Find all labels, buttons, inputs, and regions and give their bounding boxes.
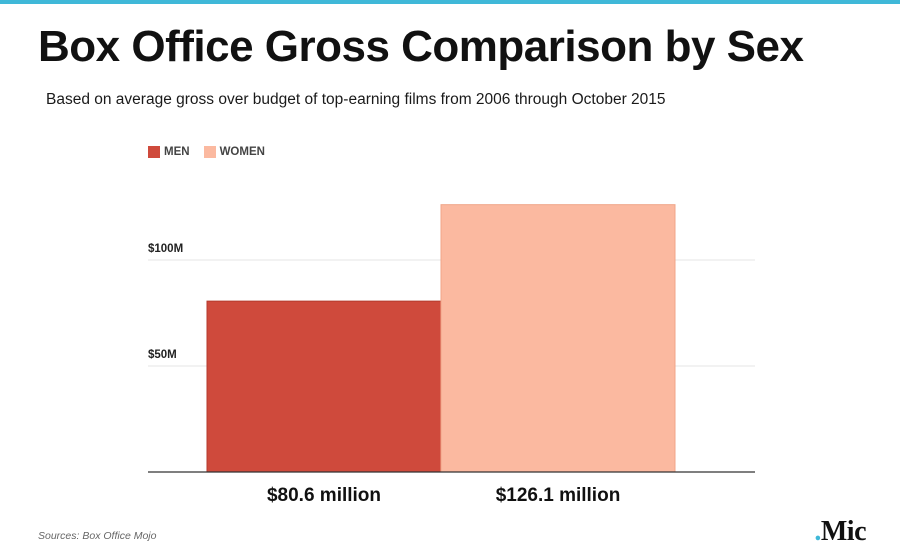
value-label-women: $126.1 million <box>496 485 621 506</box>
bar-men <box>206 300 442 473</box>
y-tick-label: $100M <box>148 243 183 255</box>
legend-swatch-men <box>148 146 160 158</box>
y-tick-label: $50M <box>148 349 177 361</box>
source-note: Sources: Box Office Mojo <box>38 530 157 542</box>
bar-chart: $50M $100M $80.6 million $126.1 million <box>148 204 755 506</box>
logo-text: Mic <box>820 516 867 547</box>
bar-women <box>440 204 676 473</box>
value-label-men: $80.6 million <box>267 485 381 506</box>
logo-dot: . <box>814 516 821 547</box>
mic-logo: .Mic <box>814 516 866 548</box>
legend-swatch-women <box>203 146 216 158</box>
top-accent-rule <box>0 0 900 4</box>
legend-item-men: MEN <box>148 146 190 158</box>
chart-title: Box Office Gross Comparison by Sex <box>38 22 804 71</box>
legend-item-women: WOMEN <box>203 146 265 158</box>
legend-label-women: WOMEN <box>219 146 265 158</box>
legend-label-men: MEN <box>164 146 190 158</box>
legend: MEN WOMEN <box>148 146 279 158</box>
chart-subtitle: Based on average gross over budget of to… <box>46 91 666 108</box>
